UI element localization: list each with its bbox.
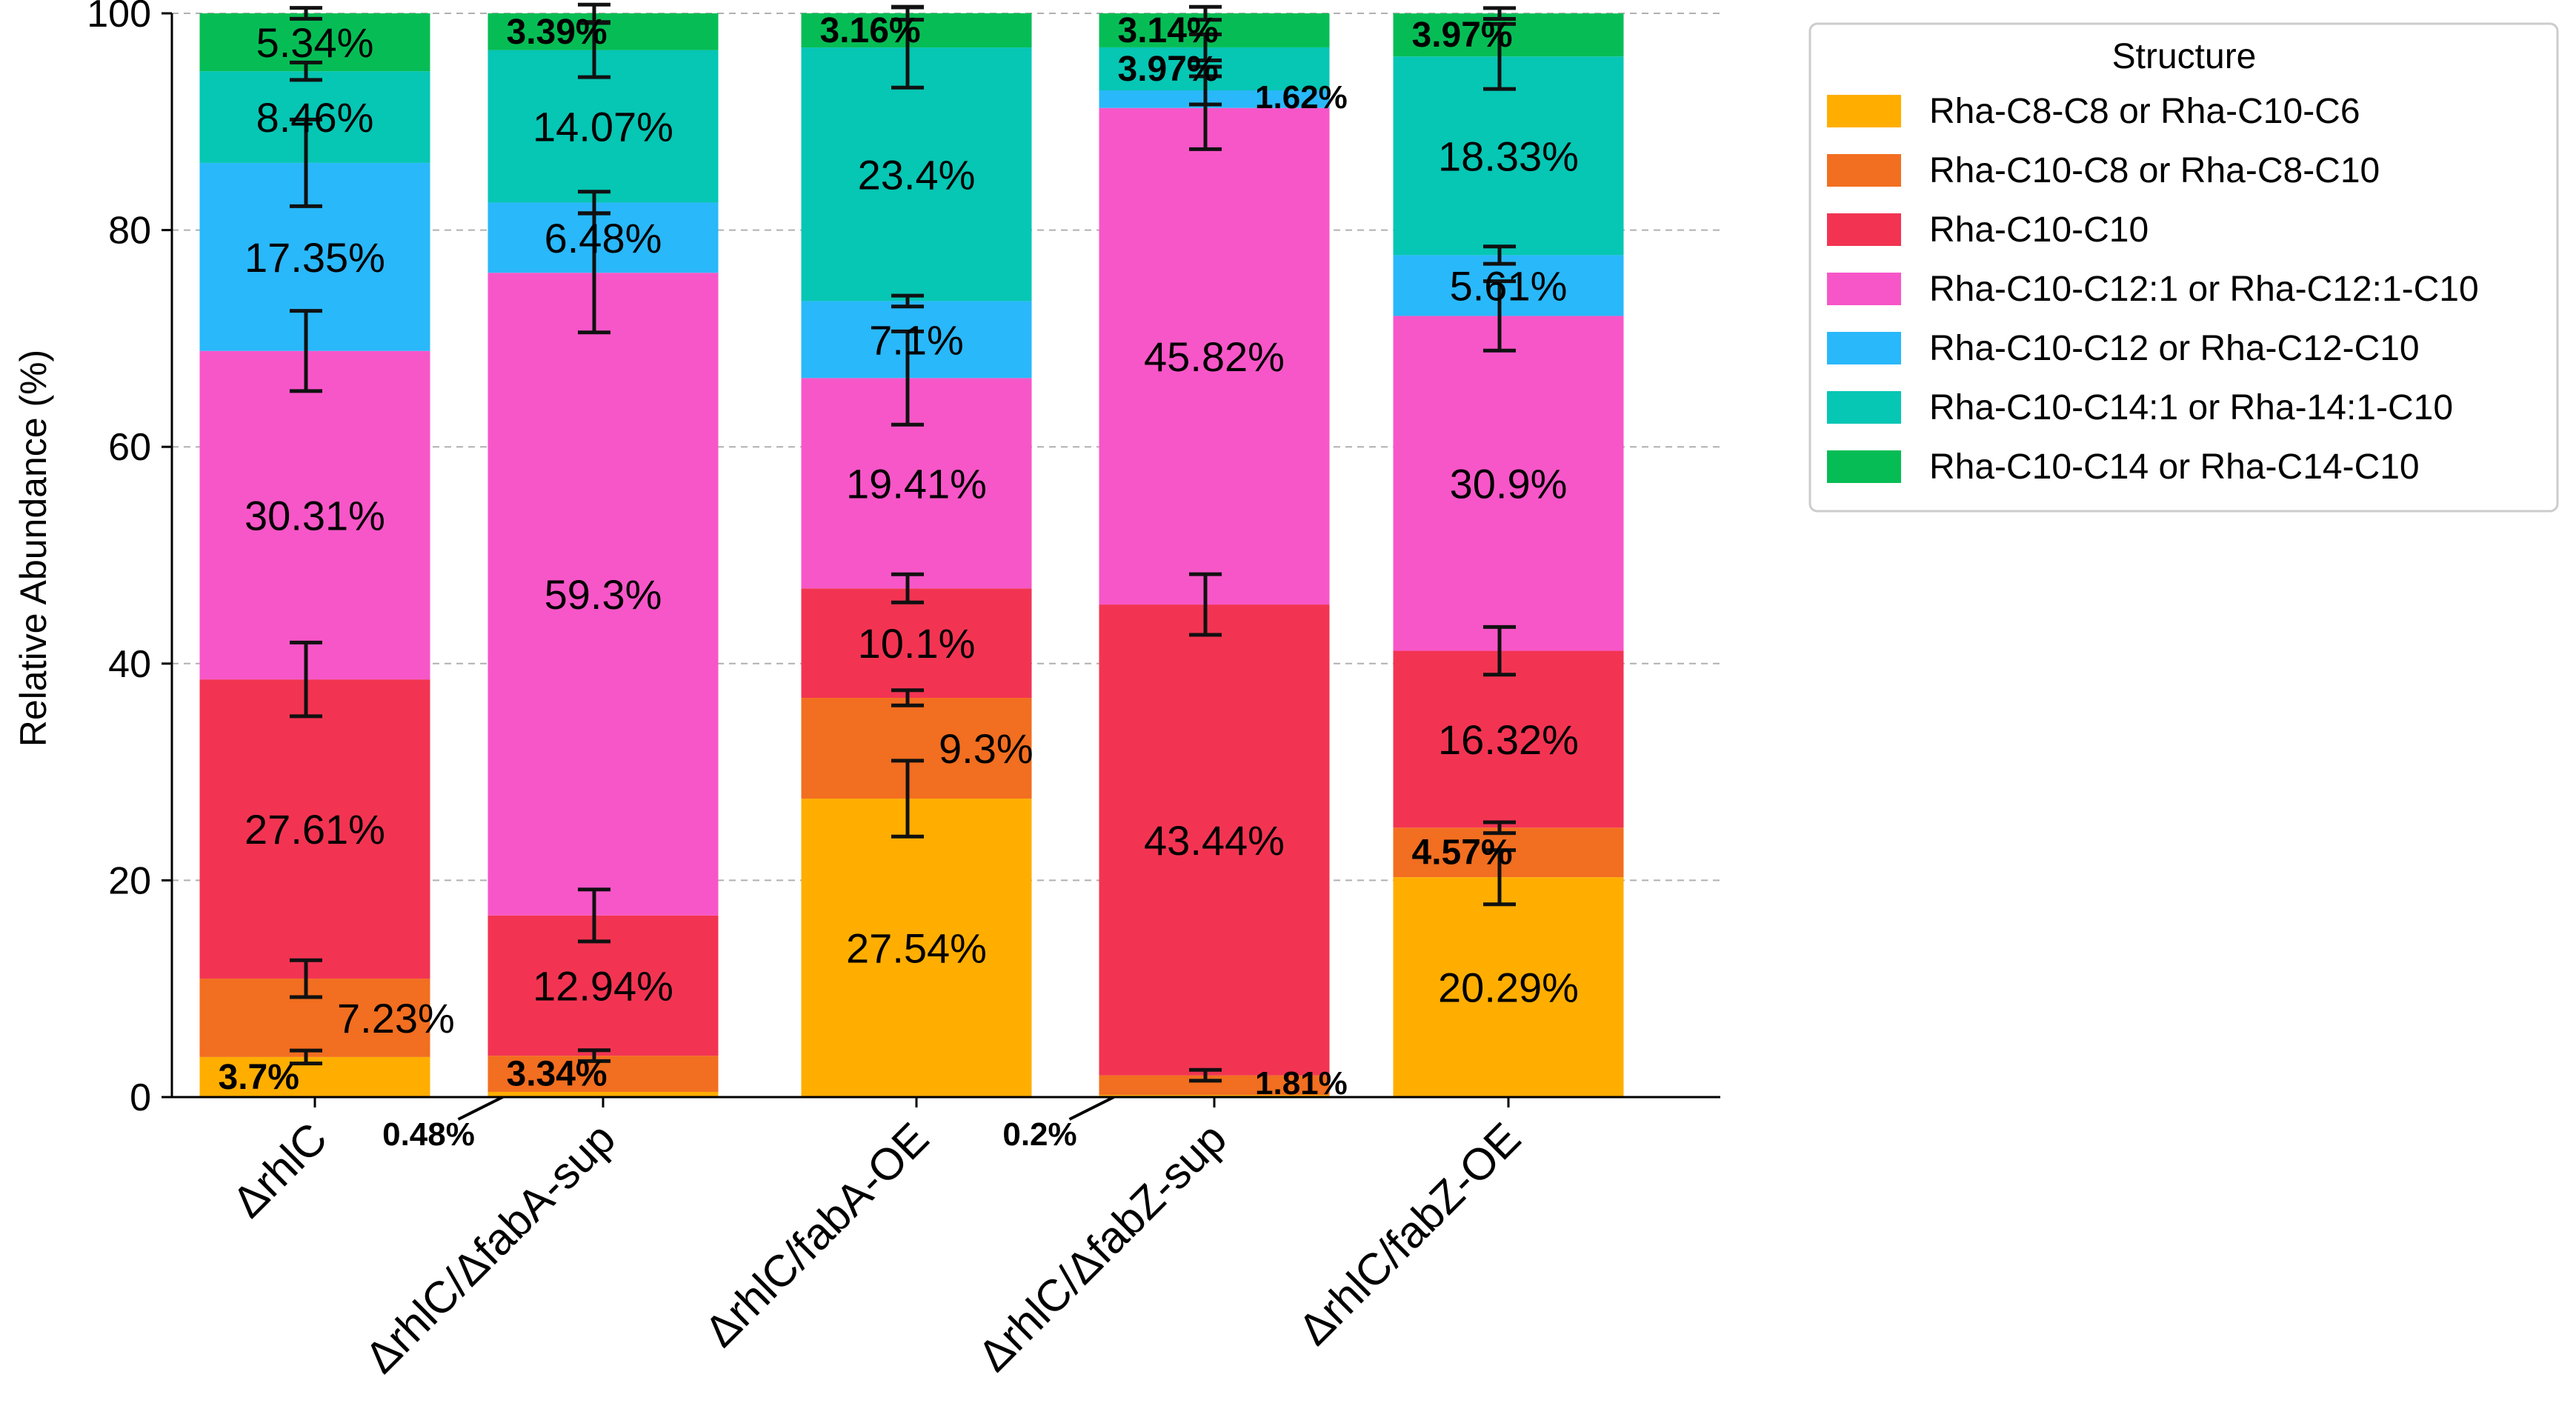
x-tick-label: ΔrhlC/fabZ-OE (1289, 1113, 1531, 1355)
legend-swatch (1827, 391, 1901, 424)
legend-label: Rha-C10-C12:1 or Rha-C12:1-C10 (1929, 270, 2479, 309)
bar-segment (801, 47, 1032, 301)
x-tick-label: ΔrhlC/fabA-OE (695, 1113, 938, 1356)
legend-label: Rha-C8-C8 or Rha-C10-C6 (1929, 92, 2360, 131)
value-label: 3.16% (820, 11, 921, 50)
x-tick-label: ΔrhlC/ΔfabZ-sup (968, 1113, 1236, 1381)
legend-title: Structure (2112, 37, 2257, 76)
value-label: 1.81% (1255, 1065, 1348, 1102)
bar-segment (199, 679, 430, 979)
value-label: 20.29% (1438, 964, 1579, 1011)
bar-segment (801, 588, 1032, 699)
value-label: 43.44% (1144, 817, 1285, 864)
error-bars-layer (290, 2, 1516, 1083)
value-label: 12.94% (533, 962, 673, 1009)
value-label: 9.3% (939, 725, 1034, 772)
y-tick-label: 20 (108, 859, 151, 902)
legend-label: Rha-C10-C10 (1929, 210, 2149, 250)
value-label: 19.41% (846, 460, 987, 507)
bar-segment (801, 799, 1032, 1097)
value-label: 27.61% (244, 806, 385, 853)
value-label: 0.2% (1002, 1116, 1076, 1153)
legend: Structure Rha-C8-C8 or Rha-C10-C6 Rha-C10… (1808, 22, 2559, 513)
y-tick-label: 60 (108, 426, 151, 469)
value-label: 7.23% (337, 995, 455, 1042)
bar-segment (487, 1091, 719, 1097)
bar-segment (487, 273, 719, 916)
value-label: 5.61% (1450, 262, 1568, 309)
bar-segment (199, 162, 430, 351)
value-label: 3.7% (219, 1058, 299, 1097)
bar-segment (1099, 1075, 1330, 1096)
bar-segment (801, 698, 1032, 799)
value-label: 16.32% (1438, 716, 1579, 763)
bar-segment (1393, 827, 1624, 878)
value-labels-layer: 3.7% 7.23% 27.61% 30.31% 17.35% 8.46% 5.34% 0.4… (219, 11, 1579, 1153)
legend-swatch (1827, 154, 1901, 187)
bar-segment (1099, 604, 1330, 1076)
value-label: 23.4% (858, 151, 976, 198)
value-label: 7.1% (869, 316, 964, 363)
bar-segment (487, 13, 719, 50)
bar-segment (801, 378, 1032, 589)
legend-label: Rha-C10-C14:1 or Rha-14:1-C10 (1929, 388, 2453, 427)
x-tick-label: ΔrhlC (223, 1113, 337, 1227)
value-label: 1.62% (1255, 79, 1348, 116)
value-label: 14.07% (533, 104, 673, 150)
value-label: 6.48% (545, 215, 662, 261)
value-label: 18.33% (1438, 133, 1579, 179)
bar-segment (1393, 316, 1624, 651)
x-tick-label: ΔrhlC/ΔfabA-sup (356, 1113, 625, 1382)
legend-swatch (1827, 273, 1901, 305)
legend-label: Rha-C10-C14 or Rha-C14-C10 (1929, 447, 2420, 487)
value-label: 30.31% (244, 492, 385, 539)
bar-segment (1393, 877, 1624, 1097)
bar-segment (199, 350, 430, 680)
value-label: 30.9% (1450, 461, 1568, 507)
y-tick-label: 0 (130, 1076, 151, 1119)
legend-swatch (1827, 213, 1901, 246)
value-label: 10.1% (858, 620, 976, 667)
legend-frame (1808, 22, 2559, 513)
value-label: 3.39% (507, 13, 608, 52)
value-label: 59.3% (545, 571, 662, 618)
legend-swatch (1827, 95, 1901, 127)
bar-segment (1393, 650, 1624, 828)
value-label: 27.54% (846, 925, 987, 972)
y-tick-label: 40 (108, 643, 151, 686)
leader-line (457, 1096, 504, 1121)
value-label: 3.34% (507, 1055, 608, 1094)
bar-segment (199, 71, 430, 163)
bar-segment (487, 915, 719, 1056)
value-label: 5.34% (256, 19, 374, 66)
bar-segment (801, 301, 1032, 379)
legend-swatch (1827, 332, 1901, 364)
y-tick-label: 100 (87, 0, 151, 36)
value-label: 3.97% (1412, 16, 1513, 55)
value-label: 3.14% (1118, 11, 1219, 50)
bar-segment (1099, 107, 1330, 605)
bar-segment (199, 979, 430, 1057)
value-label: 0.48% (382, 1116, 475, 1153)
legend-swatch (1827, 450, 1901, 483)
value-label: 3.97% (1118, 50, 1219, 89)
bars-layer (199, 13, 1624, 1097)
bar-segment (1099, 47, 1330, 91)
value-label: 4.57% (1412, 833, 1513, 873)
value-label: 17.35% (244, 234, 385, 281)
bar-segment (1099, 90, 1330, 108)
value-label: 45.82% (1144, 333, 1285, 380)
y-tick-label: 80 (108, 210, 151, 253)
legend-label: Rha-C10-C8 or Rha-C8-C10 (1929, 151, 2380, 190)
legend-label: Rha-C10-C12 or Rha-C12-C10 (1929, 329, 2420, 368)
value-label: 8.46% (256, 94, 374, 141)
y-axis-title: Relative Abundance (%) (13, 350, 54, 747)
leader-line (1068, 1096, 1115, 1121)
